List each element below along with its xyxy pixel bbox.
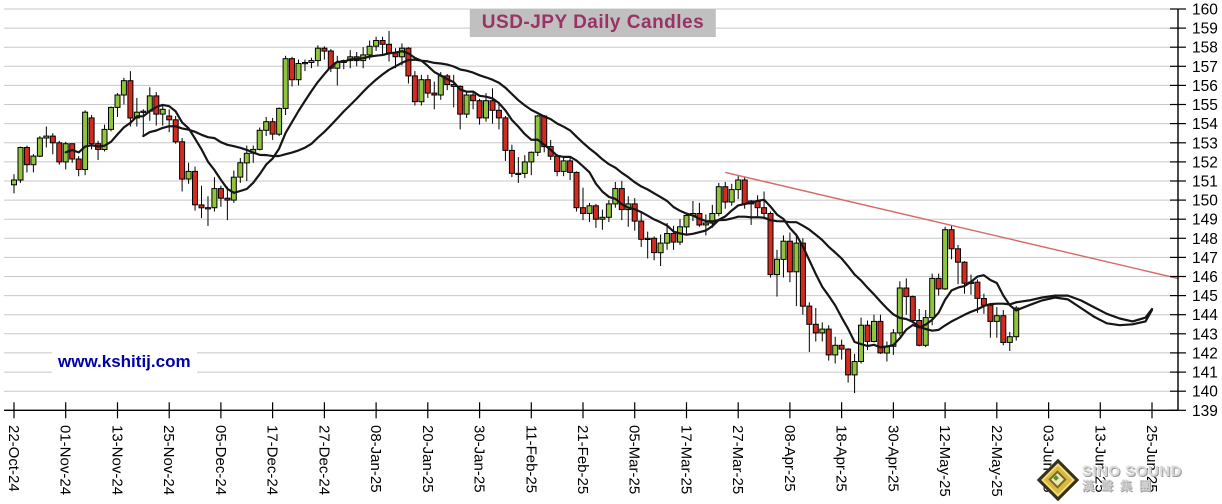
x-tick-label: 18-Apr-25	[833, 425, 850, 492]
y-tick-label: 139	[1192, 403, 1218, 420]
moving-average-lines	[64, 50, 1018, 349]
y-tick-label: 150	[1192, 193, 1218, 210]
x-tick-label: 08-Jan-25	[367, 425, 384, 493]
sino-sound-diamond-icon	[1036, 458, 1080, 502]
y-tick-label: 151	[1192, 174, 1218, 191]
gridlines	[4, 8, 1172, 411]
ma-slow-line	[142, 58, 1018, 332]
x-tick-label: 30-Apr-25	[884, 425, 901, 492]
y-tick-label: 146	[1192, 269, 1218, 286]
y-tick-label: 143	[1192, 326, 1218, 343]
brand-name: SINO SOUND	[1082, 462, 1183, 480]
y-tick-label: 158	[1192, 40, 1218, 57]
x-tick-label: 21-Feb-25	[574, 425, 591, 494]
x-tick-label: 27-Dec-24	[315, 425, 332, 495]
ma-fast-line	[64, 50, 1018, 349]
x-tick-label: 20-Jan-25	[419, 425, 436, 493]
y-tick-label: 145	[1192, 288, 1218, 305]
projection-fast-line	[1015, 296, 1154, 327]
y-tick-label: 141	[1192, 365, 1218, 382]
y-tick-label: 153	[1192, 135, 1218, 152]
y-tick-label: 160	[1192, 2, 1218, 19]
x-tick-label: 25-Jun-25	[1143, 425, 1160, 493]
x-tick-label: 05-Mar-25	[626, 425, 643, 494]
y-tick-label: 147	[1192, 250, 1218, 267]
x-tick-label: 05-Dec-24	[212, 425, 229, 495]
x-tick-label: 12-May-25	[936, 425, 953, 497]
y-tick-label: 152	[1192, 154, 1218, 171]
x-tick-label: 17-Dec-24	[264, 425, 281, 495]
x-tick-label: 22-Oct-24	[5, 425, 22, 492]
y-tick-label: 149	[1192, 212, 1218, 229]
x-tick-label: 25-Nov-24	[160, 425, 177, 495]
y-tick-label: 140	[1192, 384, 1218, 401]
axes: 139 140 141 142 143 144 145 146 147 148 149 150 151 1…	[4, 2, 1218, 497]
x-tick-label: 17-Mar-25	[678, 425, 695, 494]
candles-group	[11, 31, 1020, 394]
y-tick-label: 148	[1192, 231, 1218, 248]
x-tick-label: 30-Jan-25	[471, 425, 488, 493]
x-tick-label: 01-Nov-24	[57, 425, 74, 495]
projection-slow-line	[1015, 294, 1154, 323]
x-tick-label: 13-Nov-24	[109, 425, 126, 495]
y-tick-label: 157	[1192, 59, 1218, 76]
y-tick-label: 156	[1192, 78, 1218, 95]
y-tick-label: 159	[1192, 21, 1218, 38]
y-tick-label: 155	[1192, 97, 1218, 114]
x-tick-label: 27-Mar-25	[729, 425, 746, 494]
chart-title: USD-JPY Daily Candles	[469, 9, 717, 37]
y-tick-label: 144	[1192, 307, 1218, 324]
projection-lines	[1015, 294, 1154, 327]
sino-sound-logo: SINO SOUND 漢聲集團	[1036, 455, 1222, 502]
x-tick-label: 22-May-25	[988, 425, 1005, 497]
x-tick-label: 11-Feb-25	[522, 425, 539, 493]
kshitij-watermark: www.kshitij.com	[52, 351, 197, 373]
x-tick-label: 08-Apr-25	[781, 425, 798, 492]
x-tick-label: 13-Jun-25	[1091, 425, 1108, 493]
brand-name-chinese: 漢聲集團	[1082, 478, 1159, 493]
y-tick-label: 154	[1192, 116, 1218, 133]
y-tick-label: 142	[1192, 345, 1218, 362]
trendline	[725, 171, 1179, 280]
